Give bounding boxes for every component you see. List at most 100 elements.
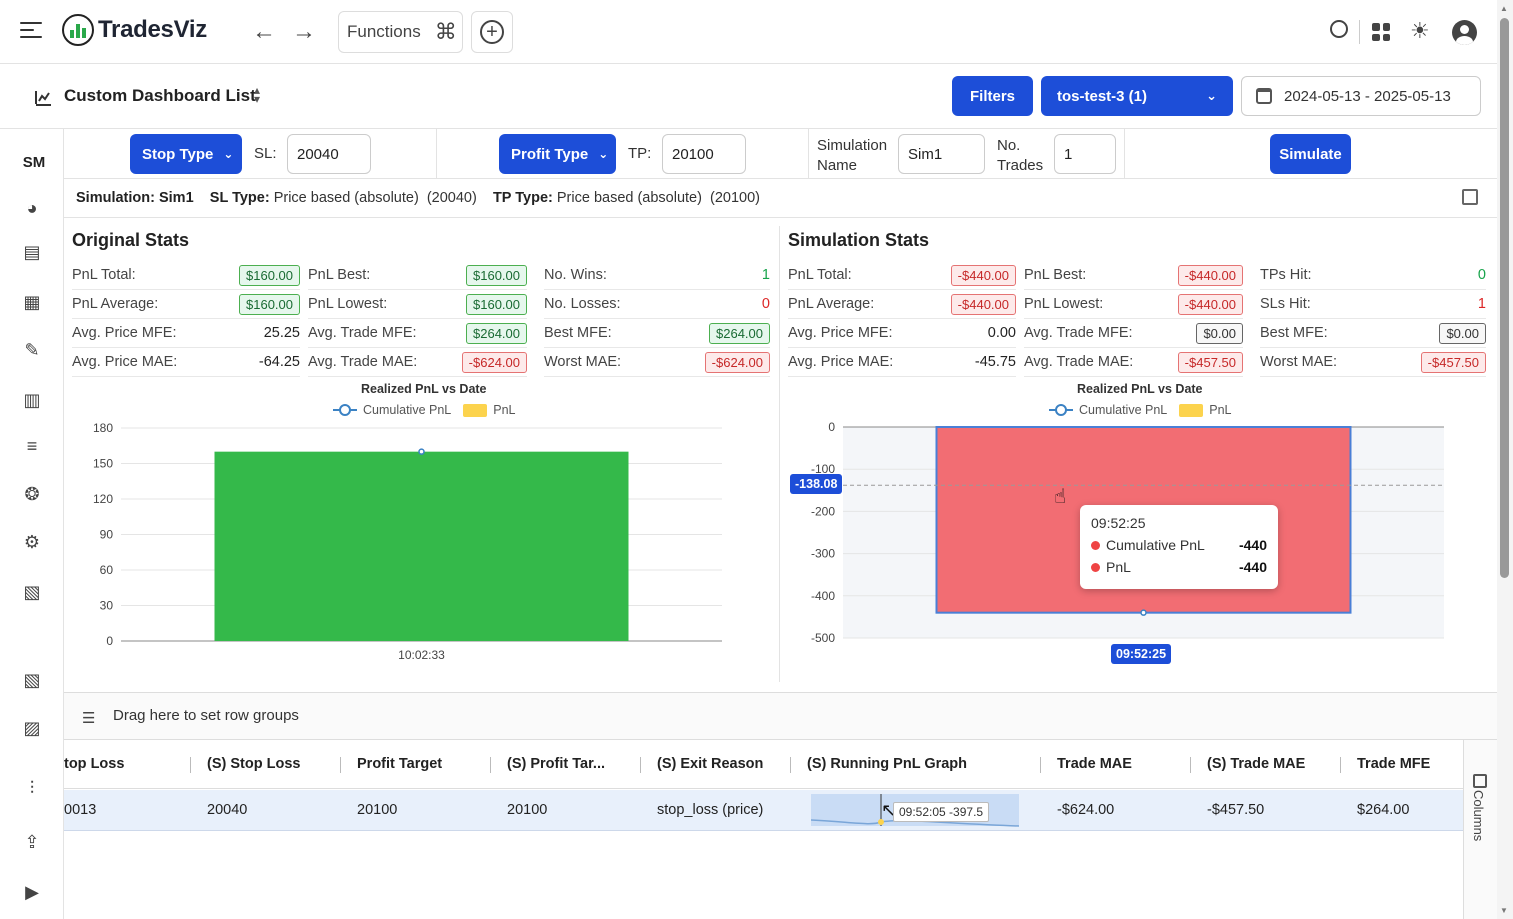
layers-icon[interactable]: ≡: [26, 435, 38, 456]
brain-icon[interactable]: ❂: [24, 483, 40, 504]
simulate-button[interactable]: Simulate: [1270, 134, 1351, 174]
column-header[interactable]: top Loss: [64, 756, 125, 772]
column-resize-handle[interactable]: [490, 757, 491, 773]
calendar-icon[interactable]: ▦: [23, 291, 41, 312]
stop-type-dropdown[interactable]: Stop Type ⌄: [130, 134, 242, 174]
chevron-updown-icon[interactable]: ▴ ▾: [254, 83, 261, 106]
columns-side-panel[interactable]: [1463, 740, 1497, 919]
command-icon: ⌘: [434, 19, 457, 44]
column-resize-handle[interactable]: [1190, 757, 1191, 773]
cumulative-pnl-point[interactable]: [418, 448, 425, 455]
divider: [1359, 20, 1360, 44]
app-logo[interactable]: TradesViz: [62, 14, 207, 46]
tp-input[interactable]: 20100: [662, 134, 746, 174]
pie-chart-icon[interactable]: ◕: [26, 197, 38, 218]
report-chart-icon[interactable]: ▧: [23, 669, 41, 690]
stat-value: -$440.00: [1177, 293, 1243, 315]
tp-type-amount: (20100): [710, 190, 760, 206]
stat-value: 0: [1477, 267, 1486, 283]
user-avatar-icon[interactable]: [1452, 20, 1477, 45]
y-tick-label: 180: [93, 421, 113, 435]
stop-type-label: Stop Type: [142, 145, 214, 163]
stat-value: -$624.00: [461, 351, 527, 373]
report-icon[interactable]: ▧: [23, 581, 41, 602]
add-button[interactable]: +: [471, 11, 513, 53]
cumulative-pnl-point[interactable]: [1140, 609, 1147, 616]
column-resize-handle[interactable]: [640, 757, 641, 773]
sl-input[interactable]: 20040: [287, 134, 371, 174]
row-group-icon: ☰: [82, 710, 96, 727]
chevron-down-icon: ⌄: [223, 147, 234, 161]
table-cell[interactable]: -$624.00: [1057, 802, 1115, 818]
legend-line-icon: [1049, 404, 1073, 416]
chart-legend-simulation[interactable]: Cumulative PnL PnL: [1049, 403, 1232, 417]
simulation-value: Sim1: [158, 190, 194, 206]
chart-legend-original[interactable]: Cumulative PnL PnL: [333, 403, 516, 417]
column-header[interactable]: (S) Profit Tar...: [507, 756, 606, 772]
table-cell[interactable]: 20100: [507, 802, 548, 818]
account-select[interactable]: tos-test-3 (1) ⌄: [1041, 76, 1233, 116]
num-trades-input[interactable]: 1: [1054, 134, 1116, 174]
theme-sun-icon[interactable]: ☀: [1410, 18, 1430, 43]
sidebar-initials[interactable]: SM: [22, 153, 46, 171]
stat-label: Avg. Price MAE:: [788, 354, 894, 370]
filters-button[interactable]: Filters: [952, 76, 1033, 116]
table-cell[interactable]: 20040: [207, 802, 248, 818]
dashboard-list-title[interactable]: Custom Dashboard List: [64, 86, 256, 105]
column-header[interactable]: Profit Target: [357, 756, 443, 772]
column-header[interactable]: (S) Running PnL Graph: [807, 756, 968, 772]
column-header[interactable]: Trade MFE: [1357, 756, 1431, 772]
row-group-hint: Drag here to set row groups: [113, 707, 299, 724]
scroll-up-icon[interactable]: ▲: [1500, 4, 1508, 13]
stat-label: Worst MAE:: [1260, 354, 1338, 370]
table-icon[interactable]: ▤: [23, 241, 41, 262]
scrollbar-thumb[interactable]: [1500, 18, 1509, 578]
sliders-icon[interactable]: ⫶: [29, 777, 35, 798]
upload-icon[interactable]: ⇪: [24, 831, 40, 852]
column-header[interactable]: Trade MAE: [1057, 756, 1132, 772]
y-tick-label: 0: [828, 420, 835, 434]
stat-label: PnL Best:: [1024, 267, 1087, 283]
columns-icon[interactable]: [1473, 774, 1487, 788]
column-resize-handle[interactable]: [1040, 757, 1041, 773]
column-resize-handle[interactable]: [790, 757, 791, 773]
column-header[interactable]: (S) Exit Reason: [657, 756, 764, 772]
table-cell[interactable]: 20100: [357, 802, 398, 818]
stat-row: PnL Lowest: $160.00: [308, 290, 527, 319]
column-resize-handle[interactable]: [340, 757, 341, 773]
column-header[interactable]: (S) Trade MAE: [1207, 756, 1306, 772]
stat-row: PnL Best: -$440.00: [1024, 261, 1243, 290]
column-resize-handle[interactable]: [1340, 757, 1341, 773]
column-resize-handle[interactable]: [190, 757, 191, 773]
stat-label: Best MFE:: [544, 325, 612, 341]
stat-value: -$624.00: [704, 351, 770, 373]
original-pnl-chart[interactable]: 0 30 60 90 120 150 180 10:02:33: [64, 420, 764, 680]
journal-edit-icon[interactable]: ✎: [24, 339, 40, 360]
stat-value: $160.00: [466, 264, 527, 286]
table-cell[interactable]: 0013: [64, 802, 97, 818]
save-icon[interactable]: [1462, 189, 1478, 205]
date-range-picker[interactable]: 2024-05-13 - 2025-05-13: [1241, 76, 1481, 116]
columns-label[interactable]: Columns: [1471, 790, 1486, 842]
settings-gear-icon[interactable]: ⚙: [23, 531, 41, 552]
table-cell[interactable]: $264.00: [1357, 802, 1410, 818]
report-bar-icon[interactable]: ▨: [23, 717, 41, 738]
back-arrow-icon[interactable]: ←: [252, 18, 276, 45]
scroll-down-icon[interactable]: ▼: [1500, 906, 1508, 915]
video-icon[interactable]: ▶: [25, 881, 39, 902]
pnl-bar[interactable]: [214, 451, 629, 641]
profit-type-dropdown[interactable]: Profit Type ⌄: [499, 134, 616, 174]
table-cell[interactable]: -$457.50: [1207, 802, 1265, 818]
forward-arrow-icon[interactable]: →: [292, 18, 316, 45]
clipboard-icon[interactable]: ▥: [23, 389, 41, 410]
simulation-name-input[interactable]: Sim1: [898, 134, 985, 174]
apps-grid-icon[interactable]: [1372, 23, 1390, 41]
divider: [808, 129, 809, 179]
table-row[interactable]: [64, 790, 1463, 831]
row-group-bar[interactable]: [64, 692, 1497, 740]
menu-icon[interactable]: [20, 22, 42, 42]
column-header[interactable]: (S) Stop Loss: [207, 756, 301, 772]
search-icon[interactable]: [1330, 20, 1348, 38]
table-cell[interactable]: stop_loss (price): [657, 802, 764, 818]
functions-button[interactable]: Functions ⌘: [338, 11, 463, 53]
